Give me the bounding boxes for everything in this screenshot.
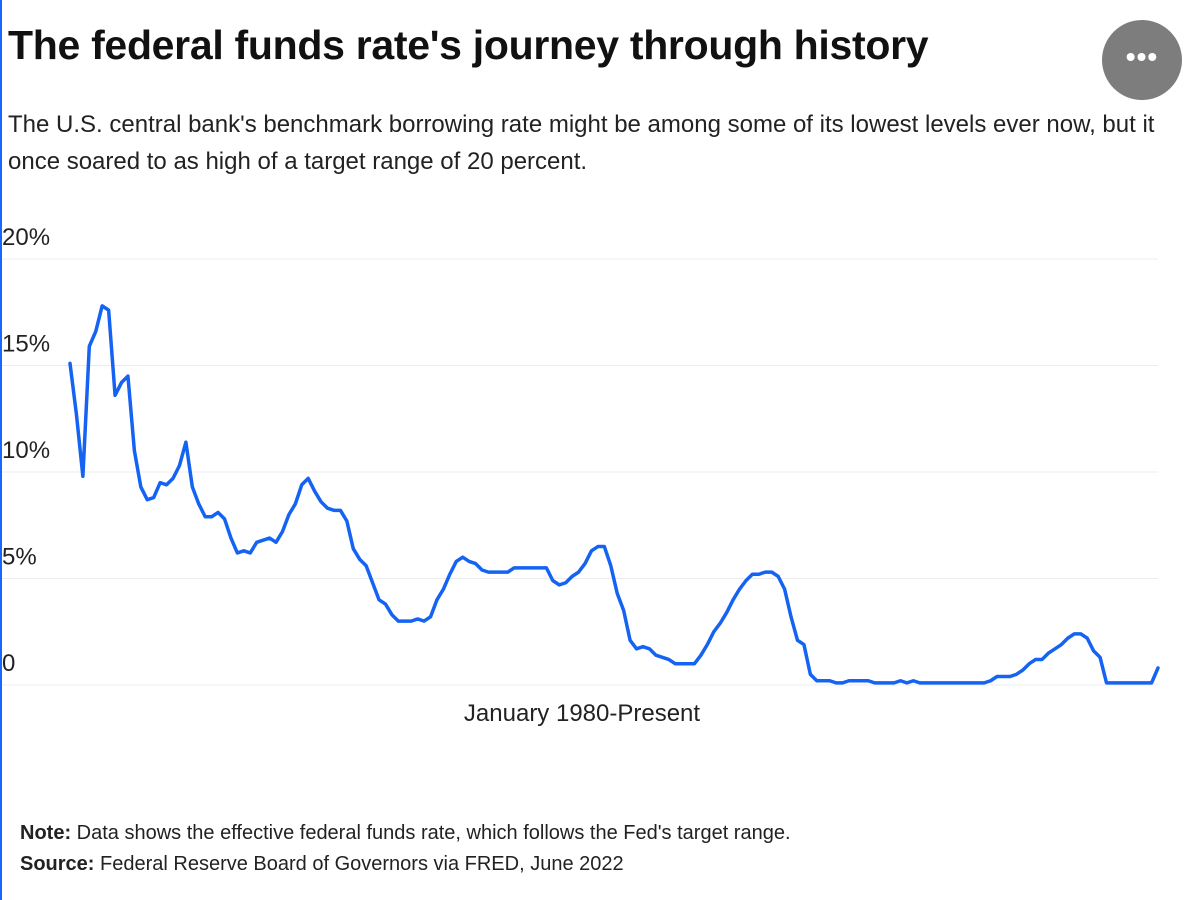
- menu-button[interactable]: •••: [1102, 20, 1182, 100]
- source-text: Federal Reserve Board of Governors via F…: [100, 853, 624, 875]
- note-label: Note:: [20, 822, 72, 844]
- chart-subtitle: The U.S. central bank's benchmark borrow…: [8, 111, 1155, 175]
- y-tick-label: 15%: [2, 331, 50, 358]
- page-edge: [0, 0, 2, 900]
- note: Note: Data shows the effective federal f…: [20, 822, 791, 845]
- y-tick-label: 20%: [2, 224, 50, 251]
- note-text: Data shows the effective federal funds r…: [76, 822, 791, 844]
- source-label: Source:: [20, 853, 95, 875]
- chart: January 1980-Present 0 5% 10% 15% 20%: [2, 224, 1160, 727]
- chart-title: The federal funds rate's journey through…: [8, 22, 929, 68]
- y-tick-label: 10%: [2, 437, 50, 464]
- y-tick-label: 5%: [2, 544, 37, 571]
- data-line: [68, 304, 1160, 685]
- x-axis-label: January 1980-Present: [464, 700, 700, 727]
- source: Source: Federal Reserve Board of Governo…: [20, 853, 624, 876]
- y-tick-label: 0: [2, 650, 15, 677]
